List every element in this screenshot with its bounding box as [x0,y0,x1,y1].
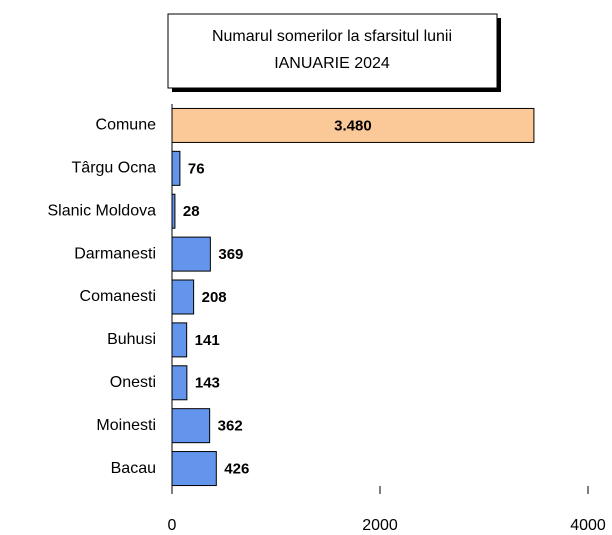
bar [171,150,181,186]
value-label: 369 [218,246,243,263]
y-tick-label: Bacau [111,460,156,477]
y-tick-label: Darmanesti [74,245,156,262]
y-tick-label: Comanesti [80,288,156,305]
value-label: 143 [195,375,220,392]
y-tick-label: Onesti [110,374,156,391]
y-tick-label: Buhusi [107,331,156,348]
y-tick-label: Moinesti [96,417,156,434]
bar [171,107,535,143]
x-tick-label: 0 [168,517,177,534]
chart-title: IANUARIE 2024 [274,55,390,72]
value-label: 28 [183,203,200,220]
bar [171,236,211,272]
value-label: 141 [195,332,220,349]
bar [171,322,188,358]
value-label: 76 [188,160,205,177]
value-label: 208 [202,289,227,306]
y-tick-label: Slanic Moldova [48,202,157,219]
bar [171,279,195,315]
bar [171,451,217,487]
value-label: 3.480 [334,117,372,134]
chart-title: Numarul somerilor la sfarsitul lunii [212,28,452,45]
y-tick-label: Comune [96,117,157,134]
y-tick-label: Târgu Ocna [72,160,157,177]
bar [171,408,211,444]
value-label: 426 [224,461,249,478]
x-tick-label: 4000 [570,517,606,534]
x-tick-label: 2000 [362,517,398,534]
bar [171,193,176,229]
title-box [167,13,498,89]
value-label: 362 [218,418,243,435]
bar [171,365,188,401]
